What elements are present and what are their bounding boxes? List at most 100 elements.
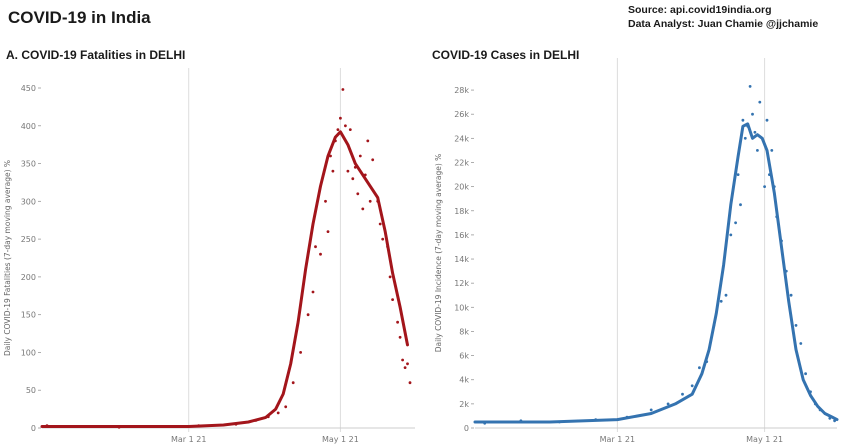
cases-y-tick-label: 6k	[459, 352, 469, 361]
cases-moving-average-line	[473, 122, 839, 424]
fatalities-y-tick-label: 150	[21, 311, 36, 320]
fatalities-data-point	[398, 335, 402, 339]
fatalities-data-point	[299, 351, 302, 354]
fatalities-x-tick-label: May 1 21	[322, 435, 359, 444]
cases-y-tick-label: 20k	[454, 183, 469, 192]
fatalities-data-point	[306, 313, 310, 317]
fatalities-y-tick-label: 0	[31, 424, 36, 433]
cases-y-tick-label: 22k	[454, 158, 469, 167]
fatalities-data-point	[406, 362, 409, 366]
fatalities-data-point	[339, 116, 342, 120]
fatalities-y-tick-label: 250	[21, 235, 36, 244]
cases-data-point	[758, 100, 762, 104]
fatalities-chart-title: A. COVID-19 Fatalities in DELHI	[6, 48, 186, 62]
cases-data-point	[743, 136, 747, 140]
cases-chart: Mar 1 21 May 1 21 0 2k 4k 6k 8k 10k 12k 14k 16k 18k…	[434, 58, 839, 444]
cases-chart-title: COVID-19 Cases in DELHI	[432, 48, 580, 62]
cases-data-point	[765, 118, 769, 122]
fatalities-data-point	[388, 275, 392, 279]
fatalities-data-point	[319, 252, 322, 256]
fatalities-data-point	[408, 381, 412, 385]
fatalities-data-point	[336, 128, 340, 132]
cases-data-point	[748, 85, 752, 88]
fatalities-data-point	[381, 237, 385, 241]
fatalities-moving-average-line	[40, 130, 409, 428]
cases-y-tick-label: 10k	[454, 303, 469, 312]
analyst-text: Data Analyst: Juan Chamie @jjchamie	[628, 18, 819, 30]
fatalities-y-tick-label: 450	[21, 84, 36, 93]
fatalities-data-point	[341, 88, 345, 91]
fatalities-data-point	[371, 158, 375, 162]
cases-y-tick-label: 18k	[454, 207, 469, 216]
fatalities-data-point	[403, 366, 407, 369]
fatalities-data-point	[311, 290, 315, 294]
fatalities-data-point	[361, 207, 365, 211]
fatalities-data-point	[331, 169, 335, 173]
cases-y-tick-label: 24k	[454, 134, 469, 143]
source-text: Source: api.covid19india.org	[628, 4, 772, 16]
cases-y-tick-label: 8k	[459, 327, 469, 336]
fatalities-data-point	[284, 405, 288, 409]
cases-data-point	[734, 221, 737, 225]
fatalities-data-point	[276, 411, 280, 415]
source-credit: Source: api.covid19india.org Data Analys…	[628, 3, 818, 31]
fatalities-chart: Mar 1 21 May 1 21 0 50 100 150 200 250 300 350 400…	[3, 68, 415, 444]
fatalities-y-tick-label: 100	[21, 348, 36, 357]
cases-data-point	[666, 402, 670, 406]
cases-data-point	[794, 324, 798, 327]
cases-data-point	[690, 384, 694, 388]
cases-y-tick-label: 2k	[459, 400, 469, 409]
cases-data-point	[789, 293, 793, 297]
cases-y-tick-label: 14k	[454, 255, 469, 264]
cases-data-point	[770, 149, 774, 152]
fatalities-data-point	[356, 192, 360, 196]
cases-data-point	[719, 299, 723, 303]
page-title: COVID-19 in India	[8, 8, 151, 27]
fatalities-data-point	[401, 358, 404, 362]
cases-data-point	[741, 118, 745, 122]
fatalities-data-point	[368, 199, 372, 203]
fatalities-y-tick-label: 50	[26, 386, 36, 395]
cases-data-point	[724, 293, 728, 297]
cases-y-tick-label: 4k	[459, 376, 469, 385]
cases-data-point	[739, 203, 742, 207]
cases-y-axis-label: Daily COVID-19 Incidence (7-day moving a…	[434, 154, 443, 353]
cases-x-tick-label: May 1 21	[746, 435, 783, 444]
fatalities-data-point	[326, 230, 330, 234]
cases-y-tick-label: 28k	[454, 86, 469, 95]
cases-data-point	[799, 342, 803, 345]
cases-y-tick-label: 0	[464, 424, 469, 433]
cases-x-tick-label: Mar 1 21	[600, 435, 635, 444]
fatalities-y-tick-label: 300	[21, 197, 36, 206]
fatalities-y-axis-label: Daily COVID-19 Fatalities (7-day moving …	[3, 160, 12, 356]
fatalities-data-point	[314, 245, 317, 249]
fatalities-x-tick-label: Mar 1 21	[171, 435, 206, 444]
cases-data-point	[753, 130, 757, 134]
fatalities-y-tick-label: 200	[21, 273, 36, 282]
fatalities-data-point	[344, 124, 347, 128]
cases-y-tick-label: 16k	[454, 231, 469, 240]
fatalities-data-point	[346, 169, 350, 173]
fatalities-data-point	[378, 222, 382, 226]
cases-y-tick-label: 12k	[454, 279, 469, 288]
fatalities-data-point	[324, 199, 327, 203]
fatalities-data-point	[396, 320, 399, 324]
fatalities-y-tick-label: 350	[21, 160, 36, 169]
cases-data-point	[681, 392, 684, 396]
fatalities-data-point	[366, 139, 370, 143]
fatalities-data-point	[291, 381, 295, 385]
fatalities-data-point	[391, 298, 394, 301]
cases-data-point	[736, 173, 740, 177]
cases-data-point	[649, 408, 653, 412]
cases-data-point	[729, 233, 733, 237]
fatalities-y-tick-label: 400	[21, 122, 36, 131]
cases-y-tick-label: 26k	[454, 110, 469, 119]
fatalities-data-point	[351, 177, 355, 181]
fatalities-data-point	[348, 128, 352, 132]
cases-data-point	[804, 372, 807, 376]
cases-data-point	[756, 149, 759, 152]
cases-data-point	[698, 366, 701, 370]
cases-data-point	[751, 112, 754, 116]
fatalities-data-point	[358, 154, 362, 158]
cases-data-point	[763, 185, 766, 189]
